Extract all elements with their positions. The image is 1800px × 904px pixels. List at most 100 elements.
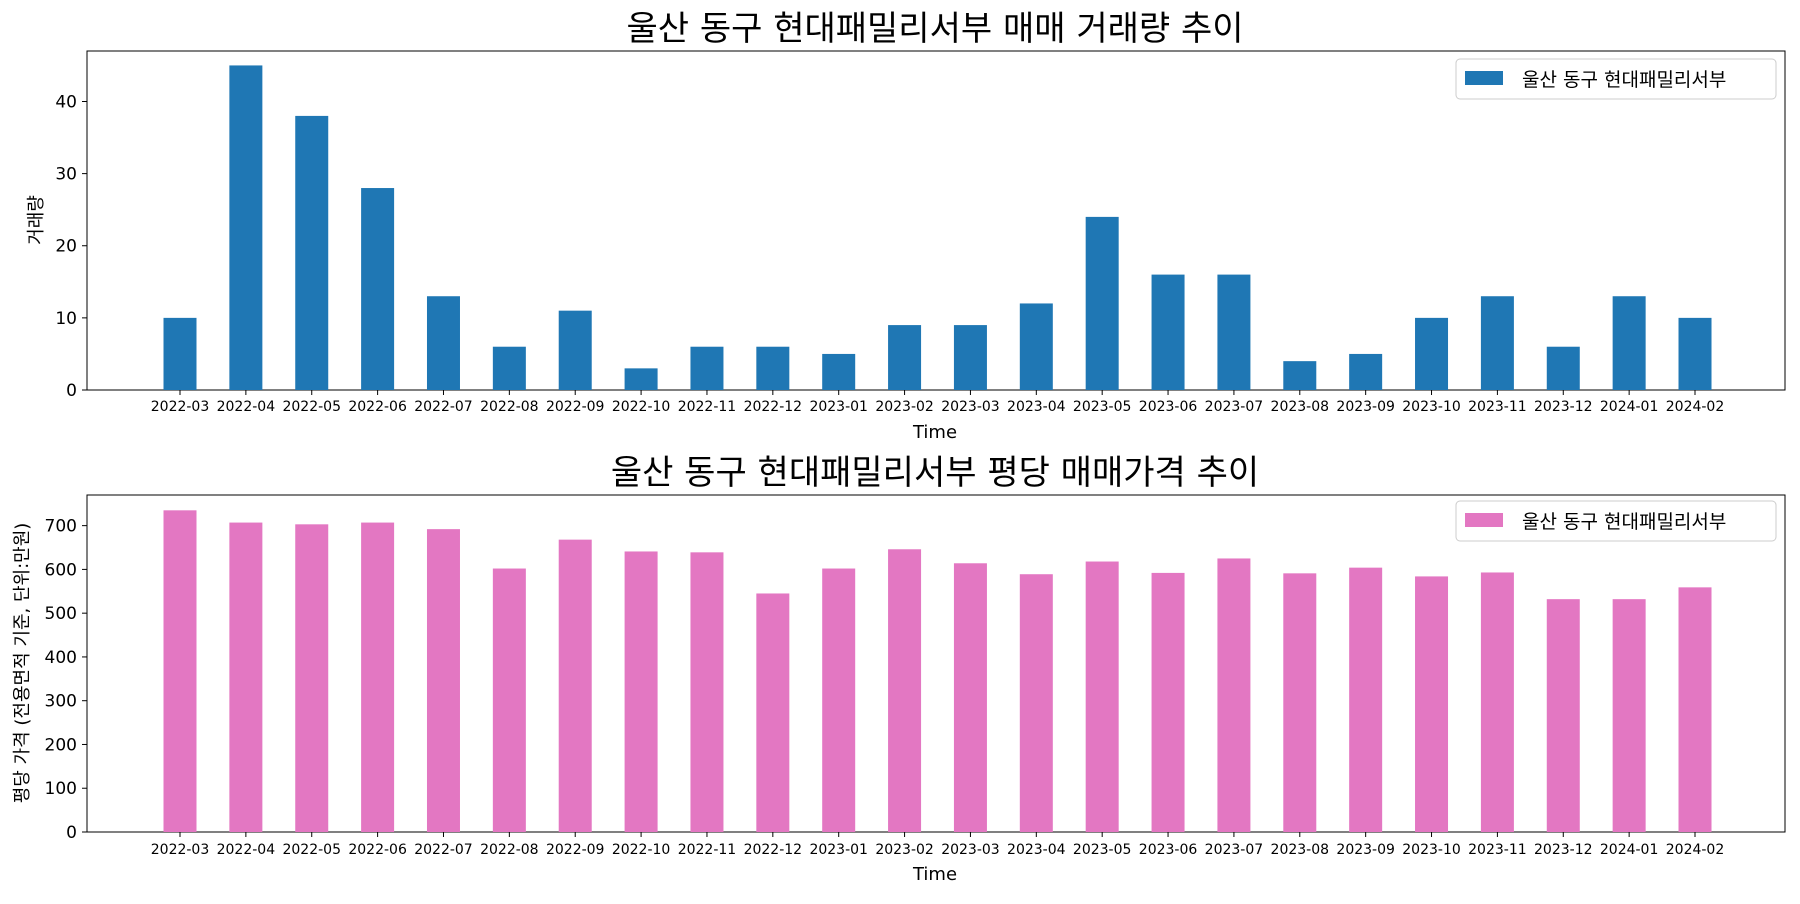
bar bbox=[756, 593, 790, 832]
bar bbox=[163, 510, 197, 832]
x-tick-label: 2022-10 bbox=[612, 842, 671, 858]
legend-label: 울산 동구 현대패밀리서부 bbox=[1522, 511, 1726, 533]
x-tick-label: 2024-01 bbox=[1600, 399, 1659, 415]
bar bbox=[1283, 573, 1317, 832]
bar bbox=[1151, 572, 1185, 832]
x-tick-label: 2023-11 bbox=[1468, 399, 1527, 415]
x-tick-label: 2023-11 bbox=[1468, 842, 1527, 858]
bar bbox=[295, 524, 329, 832]
x-tick-label: 2023-12 bbox=[1534, 399, 1593, 415]
bar bbox=[361, 522, 395, 832]
bar bbox=[822, 353, 856, 390]
bar bbox=[1085, 561, 1119, 832]
x-tick-label: 2023-07 bbox=[1205, 842, 1264, 858]
bar bbox=[361, 188, 395, 390]
bar bbox=[1349, 567, 1383, 832]
y-tick-label: 0 bbox=[66, 381, 77, 401]
x-tick-label: 2022-04 bbox=[217, 399, 276, 415]
x-tick-label: 2023-06 bbox=[1139, 842, 1198, 858]
bar bbox=[822, 568, 856, 832]
bar bbox=[624, 368, 658, 390]
bar bbox=[1217, 274, 1251, 390]
x-tick-label: 2022-12 bbox=[744, 842, 803, 858]
bar bbox=[1546, 346, 1580, 390]
x-tick-label: 2023-08 bbox=[1271, 399, 1330, 415]
x-axis-label: Time bbox=[912, 422, 957, 443]
y-tick-label: 30 bbox=[55, 165, 77, 185]
y-tick-label: 100 bbox=[45, 779, 77, 799]
bar bbox=[492, 346, 526, 390]
x-tick-label: 2023-08 bbox=[1271, 842, 1330, 858]
legend: 울산 동구 현대패밀리서부 bbox=[1455, 500, 1777, 542]
x-tick-label: 2023-04 bbox=[1007, 842, 1066, 858]
x-tick-label: 2022-06 bbox=[348, 842, 407, 858]
x-tick-label: 2022-11 bbox=[678, 842, 737, 858]
x-tick-label: 2022-05 bbox=[282, 842, 341, 858]
x-tick-label: 2022-08 bbox=[480, 842, 539, 858]
volume-chart: 울산 동구 현대패밀리서부 매매 거래량 추이 0 10 20 30 40 2022-0… bbox=[26, 9, 1786, 443]
x-tick-label: 2023-03 bbox=[941, 842, 1000, 858]
x-tick-label: 2023-09 bbox=[1336, 399, 1395, 415]
bar bbox=[558, 539, 592, 832]
x-tick-label: 2022-03 bbox=[151, 399, 210, 415]
bar bbox=[1612, 296, 1646, 390]
bar bbox=[756, 346, 790, 390]
x-tick-label: 2023-05 bbox=[1073, 399, 1132, 415]
x-tick-label: 2023-06 bbox=[1139, 399, 1198, 415]
bar bbox=[1678, 587, 1712, 832]
y-tick-label: 10 bbox=[55, 309, 77, 329]
bar bbox=[1349, 353, 1383, 390]
bar bbox=[888, 549, 922, 832]
legend-swatch bbox=[1465, 71, 1503, 85]
y-tick-label: 500 bbox=[45, 604, 77, 624]
y-axis-label: 평당 가격 (전용면적 기준, 단위:만원) bbox=[12, 523, 33, 804]
x-axis-label: Time bbox=[912, 864, 957, 885]
x-tick-label: 2023-07 bbox=[1205, 399, 1264, 415]
legend-label: 울산 동구 현대패밀리서부 bbox=[1522, 69, 1726, 91]
x-tick-label: 2023-01 bbox=[809, 842, 868, 858]
bar bbox=[229, 65, 263, 391]
bar bbox=[1480, 296, 1514, 390]
legend-swatch bbox=[1465, 513, 1503, 527]
x-tick-label: 2023-01 bbox=[809, 399, 868, 415]
y-tick-label: 20 bbox=[55, 237, 77, 257]
legend: 울산 동구 현대패밀리서부 bbox=[1455, 58, 1777, 100]
x-tick-label: 2023-02 bbox=[875, 842, 934, 858]
bar bbox=[1217, 558, 1251, 832]
bar bbox=[1612, 599, 1646, 832]
x-tick-label: 2023-04 bbox=[1007, 399, 1066, 415]
legend-box bbox=[1455, 500, 1777, 542]
x-ticks: 2022-03 2022-04 2022-05 2022-06 2022-07 2022-… bbox=[151, 832, 1725, 858]
bar bbox=[1283, 361, 1317, 390]
bar bbox=[1019, 303, 1053, 390]
x-tick-label: 2023-12 bbox=[1534, 842, 1593, 858]
x-tick-label: 2022-09 bbox=[546, 399, 605, 415]
bar bbox=[558, 310, 592, 390]
bar bbox=[163, 317, 197, 390]
x-ticks: 2022-03 2022-04 2022-05 2022-06 2022-07 2022-… bbox=[151, 390, 1725, 415]
bar bbox=[690, 552, 724, 832]
x-tick-label: 2024-02 bbox=[1666, 842, 1725, 858]
bar bbox=[426, 529, 460, 832]
bar bbox=[953, 325, 987, 390]
y-tick-label: 700 bbox=[45, 517, 77, 537]
x-tick-label: 2022-09 bbox=[546, 842, 605, 858]
chart-title: 울산 동구 현대패밀리서부 평당 매매가격 추이 bbox=[611, 453, 1259, 493]
bar bbox=[953, 563, 987, 832]
bar bbox=[1480, 572, 1514, 832]
x-tick-label: 2023-09 bbox=[1336, 842, 1395, 858]
x-tick-label: 2023-10 bbox=[1402, 399, 1461, 415]
bar bbox=[1546, 599, 1580, 832]
bar bbox=[624, 551, 658, 832]
bar bbox=[492, 568, 526, 832]
bar bbox=[1678, 317, 1712, 390]
x-tick-label: 2022-10 bbox=[612, 399, 671, 415]
y-ticks: 0 10 20 30 40 bbox=[55, 92, 87, 401]
y-tick-label: 300 bbox=[45, 692, 77, 712]
x-tick-label: 2023-02 bbox=[875, 399, 934, 415]
chart-title: 울산 동구 현대패밀리서부 매매 거래량 추이 bbox=[626, 9, 1243, 49]
x-tick-label: 2024-02 bbox=[1666, 399, 1725, 415]
plot-frame bbox=[86, 50, 1786, 391]
y-tick-label: 0 bbox=[66, 823, 77, 843]
x-tick-label: 2022-07 bbox=[414, 399, 473, 415]
